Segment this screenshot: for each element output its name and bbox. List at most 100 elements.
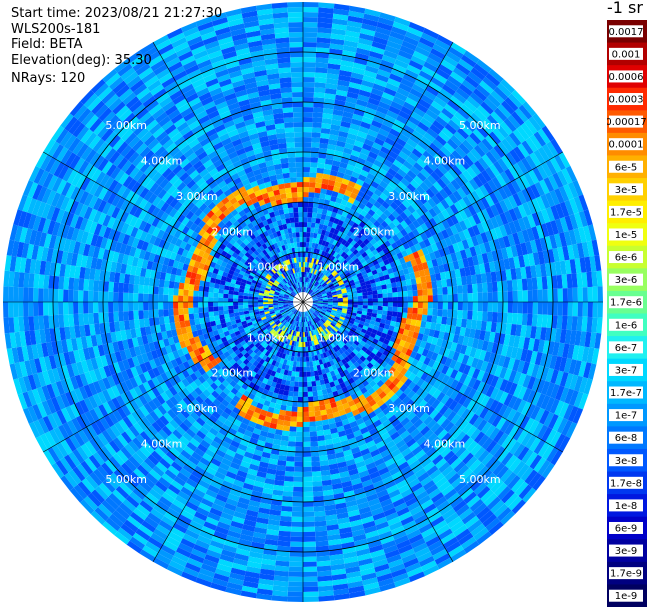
ppi-gate <box>313 312 318 317</box>
ppi-gate <box>458 58 474 72</box>
ppi-gate <box>387 382 396 391</box>
ppi-gate <box>409 350 418 359</box>
ppi-gate <box>392 63 407 74</box>
ppi-gate <box>298 391 303 397</box>
ppi-gate <box>476 392 486 405</box>
ppi-gate <box>437 309 443 317</box>
ppi-gate <box>390 146 402 156</box>
ppi-gate <box>409 324 416 332</box>
ppi-gate <box>332 302 338 304</box>
ppi-gate <box>332 294 338 298</box>
ppi-gate <box>334 316 340 321</box>
ppi-gate <box>367 302 373 306</box>
ppi-gate <box>365 330 372 337</box>
ppi-gate <box>277 540 291 547</box>
ppi-gate <box>384 363 392 372</box>
ppi-gate <box>461 318 468 328</box>
ppi-gate <box>480 169 492 183</box>
ppi-gate <box>401 146 412 157</box>
ppi-gate <box>376 184 386 193</box>
ppi-gate <box>288 431 297 437</box>
ppi-gate <box>347 196 356 204</box>
ppi-gate <box>407 213 417 223</box>
ppi-gate <box>316 292 322 296</box>
ppi-gate <box>349 175 358 184</box>
ppi-gate <box>501 138 514 153</box>
ppi-gate <box>360 314 367 319</box>
ppi-gate <box>502 291 508 302</box>
ppi-gate <box>340 232 347 240</box>
ppi-gate <box>375 246 383 253</box>
ppi-gate <box>531 198 542 213</box>
ppi-gate <box>345 201 353 209</box>
ppi-gate <box>419 363 428 372</box>
ppi-gate <box>316 172 324 179</box>
ppi-gate <box>481 383 491 396</box>
ppi-gate <box>321 281 327 287</box>
ppi-gate <box>466 356 475 367</box>
ppi-gate <box>308 272 311 278</box>
ppi-gate <box>455 445 467 458</box>
ppi-gate <box>312 279 316 285</box>
ppi-gate <box>347 299 353 302</box>
ppi-gate <box>548 174 559 191</box>
ppi-gate <box>378 17 395 27</box>
ppi-gate <box>316 42 331 49</box>
ppi-gate <box>519 415 531 430</box>
ppi-gate <box>371 192 380 201</box>
ppi-gate <box>513 256 521 269</box>
ppi-gate <box>489 427 501 441</box>
ppi-gate <box>352 62 367 71</box>
ppi-gate <box>330 287 336 292</box>
ppi-gate <box>567 182 579 199</box>
ppi-gate <box>463 218 473 229</box>
ppi-gate <box>356 99 368 108</box>
ppi-gate <box>355 195 363 203</box>
ppi-gate <box>494 365 503 378</box>
ppi-gate <box>336 309 343 313</box>
ppi-gate <box>339 326 345 332</box>
ppi-gate <box>535 326 542 340</box>
ppi-gate <box>440 238 448 249</box>
ppi-gate <box>313 280 317 286</box>
ppi-gate <box>375 73 390 83</box>
ppi-gate <box>303 97 314 103</box>
ppi-gate <box>350 233 357 240</box>
ppi-gate <box>398 327 405 335</box>
ppi-gate <box>408 152 420 163</box>
ppi-gate <box>430 352 439 361</box>
ppi-gate <box>315 540 329 547</box>
ppi-gate <box>346 20 363 29</box>
ppi-gate <box>555 218 564 234</box>
ppi-gate <box>468 178 480 191</box>
ppi-gate <box>410 201 420 211</box>
ppi-gate <box>455 62 471 76</box>
ppi-gate <box>425 274 432 283</box>
ppi-gate <box>442 294 448 302</box>
ppi-gate <box>298 386 303 392</box>
ppi-gate <box>383 49 398 60</box>
ppi-gate <box>394 172 404 182</box>
ppi-gate <box>329 238 335 245</box>
ppi-gate <box>402 242 410 250</box>
ppi-gate <box>310 152 319 158</box>
ppi-gate <box>391 282 397 288</box>
ppi-gate <box>508 382 518 396</box>
ppi-gate <box>303 252 306 258</box>
ppi-gate <box>355 225 363 233</box>
ppi-gate <box>394 206 404 216</box>
ppi-gate <box>371 286 378 292</box>
ppi-gate <box>408 372 417 382</box>
ppi-gate <box>380 375 389 384</box>
ppi-gate <box>324 322 330 327</box>
ppi-gate <box>489 192 500 205</box>
ppi-gate <box>493 353 502 366</box>
ppi-gate <box>326 279 332 285</box>
ppi-gate <box>341 331 348 337</box>
ppi-gate <box>351 263 358 270</box>
ppi-gate <box>316 47 330 54</box>
ppi-gate <box>450 457 463 470</box>
ppi-gate <box>505 135 518 150</box>
ppi-gate <box>335 241 342 248</box>
ppi-gate <box>462 169 473 182</box>
